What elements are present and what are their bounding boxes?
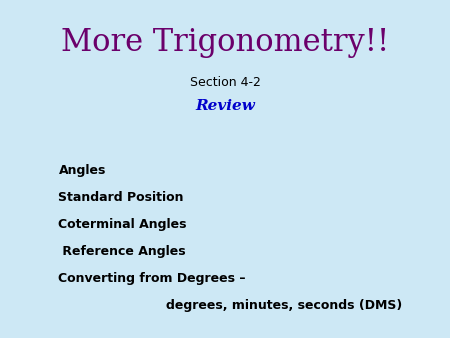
Text: Reference Angles: Reference Angles: [58, 245, 186, 258]
Text: Standard Position: Standard Position: [58, 191, 184, 204]
Text: More Trigonometry!!: More Trigonometry!!: [61, 27, 389, 58]
Text: Angles: Angles: [58, 164, 106, 177]
Text: degrees, minutes, seconds (DMS): degrees, minutes, seconds (DMS): [166, 299, 403, 312]
Text: Coterminal Angles: Coterminal Angles: [58, 218, 187, 231]
Text: Review: Review: [195, 99, 255, 114]
Text: Section 4-2: Section 4-2: [189, 76, 261, 89]
Text: Converting from Degrees –: Converting from Degrees –: [58, 272, 246, 285]
